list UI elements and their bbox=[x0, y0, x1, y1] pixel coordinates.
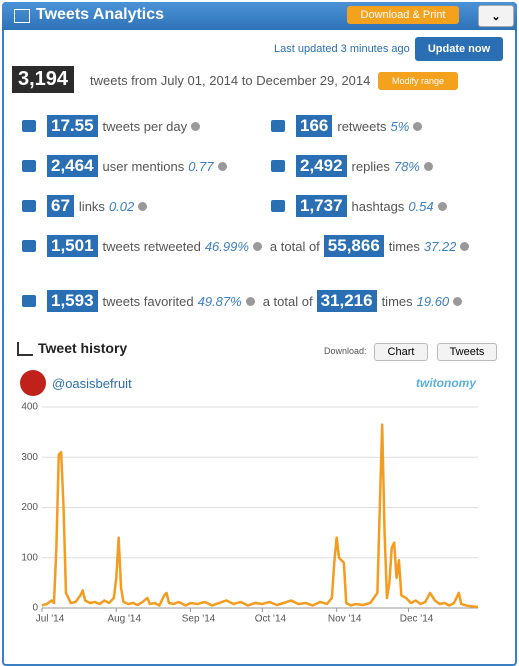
stat-row: 1,593 tweets favorited 49.87% a total of 31,… bbox=[47, 290, 470, 312]
stat-row: 2,492 replies 78% bbox=[296, 155, 441, 177]
stat-icon bbox=[271, 200, 285, 212]
stat-value: 67 bbox=[47, 195, 74, 217]
x-tick-label: Aug '14 bbox=[107, 614, 141, 625]
help-icon[interactable] bbox=[245, 296, 255, 306]
stat-icon bbox=[22, 160, 36, 172]
stat-extra: 78% bbox=[393, 158, 420, 174]
stat-label: tweets per day bbox=[102, 118, 188, 134]
stat-extra: 0.54 bbox=[408, 198, 434, 214]
stat-value: 1,593 bbox=[47, 290, 98, 312]
x-tick-label: Oct '14 bbox=[255, 614, 287, 625]
stat-row: 67 links 0.02 bbox=[47, 195, 155, 217]
modify-range-button[interactable]: Modify range bbox=[378, 72, 458, 90]
stat-extra: 0.02 bbox=[108, 198, 135, 214]
history-icon bbox=[17, 342, 33, 356]
tweet-line bbox=[41, 423, 479, 609]
x-tick-label: Jul '14 bbox=[36, 614, 65, 625]
stat-label: replies bbox=[351, 158, 390, 174]
stat-icon bbox=[22, 200, 36, 212]
header-icon bbox=[14, 9, 30, 23]
stat-icon bbox=[271, 120, 285, 132]
tweet-chart: 0 100 200 300 400 Jul '14 Aug '14 Sep '14 Oct '1… bbox=[21, 402, 479, 625]
stat-row: 1,501 tweets retweeted 46.99% a total of 55,… bbox=[47, 235, 477, 257]
stat-value2: 55,866 bbox=[323, 235, 384, 257]
stat-value: 1,501 bbox=[47, 235, 98, 257]
stat-value2: 31,216 bbox=[316, 290, 377, 312]
x-tick-label: Dec '14 bbox=[400, 614, 434, 625]
help-icon[interactable] bbox=[191, 121, 201, 131]
history-title: Tweet history bbox=[38, 340, 128, 356]
download-label: Download: bbox=[324, 346, 367, 356]
avatar bbox=[20, 370, 46, 396]
stat-label: retweets bbox=[337, 118, 387, 134]
y-tick-label: 400 bbox=[21, 402, 38, 413]
stat-label: tweets favorited bbox=[102, 293, 194, 309]
stat-label: links bbox=[78, 198, 105, 214]
stat-extra: 5% bbox=[390, 118, 410, 134]
header-title: Tweets Analytics bbox=[36, 6, 165, 23]
stat-row: 17.55 tweets per day bbox=[47, 115, 208, 137]
stat-row: 1,737 hashtags 0.54 bbox=[296, 195, 455, 217]
last-updated: Last updated 3 minutes ago bbox=[274, 43, 410, 55]
stat-mid: a total of bbox=[262, 293, 313, 309]
y-tick-label: 100 bbox=[21, 552, 38, 563]
menu-button[interactable]: ⌄ bbox=[478, 5, 514, 27]
stat-icon bbox=[22, 240, 36, 252]
help-icon[interactable] bbox=[252, 241, 262, 251]
stat-value: 1,737 bbox=[296, 195, 347, 217]
stat-extra: 49.87% bbox=[197, 293, 242, 309]
stat-label: user mentions bbox=[102, 158, 185, 174]
user-handle[interactable]: @oasisbefruit bbox=[52, 376, 132, 391]
stat-label2: times bbox=[388, 238, 420, 254]
stat-value: 2,464 bbox=[47, 155, 98, 177]
stat-extra2: 37.22 bbox=[423, 238, 457, 254]
stat-row: 2,464 user mentions 0.77 bbox=[47, 155, 235, 177]
total-tweets: 3,194 bbox=[12, 66, 75, 93]
help-icon[interactable] bbox=[413, 121, 423, 131]
chart-button[interactable]: Chart bbox=[374, 343, 428, 361]
x-tick-label: Nov '14 bbox=[328, 614, 362, 625]
stat-value: 166 bbox=[296, 115, 333, 137]
stat-label: hashtags bbox=[351, 198, 405, 214]
stat-icon bbox=[271, 160, 285, 172]
help-icon[interactable] bbox=[453, 296, 463, 306]
x-tick-label: Sep '14 bbox=[182, 614, 216, 625]
help-icon[interactable] bbox=[138, 201, 148, 211]
tweets-button[interactable]: Tweets bbox=[437, 343, 497, 361]
stat-label2: times bbox=[381, 293, 413, 309]
stat-extra: 46.99% bbox=[204, 238, 249, 254]
stat-mid: a total of bbox=[269, 238, 320, 254]
update-button[interactable]: Update now bbox=[415, 37, 503, 61]
logo: twitonomy bbox=[416, 376, 476, 390]
stat-extra2: 19.60 bbox=[416, 293, 450, 309]
stat-label: tweets retweeted bbox=[102, 238, 201, 254]
stat-row: 166 retweets 5% bbox=[296, 115, 430, 137]
help-icon[interactable] bbox=[217, 161, 227, 171]
help-icon[interactable] bbox=[437, 201, 447, 211]
y-tick-label: 200 bbox=[21, 502, 38, 513]
stat-extra: 0.77 bbox=[188, 158, 214, 174]
download-button[interactable]: Download & Print bbox=[347, 6, 459, 24]
help-icon[interactable] bbox=[460, 241, 470, 251]
stat-value: 17.55 bbox=[47, 115, 98, 137]
y-tick-label: 0 bbox=[32, 603, 38, 614]
help-icon[interactable] bbox=[423, 161, 433, 171]
stat-icon bbox=[22, 120, 36, 132]
date-range: tweets from July 01, 2014 to December 29… bbox=[90, 73, 371, 88]
y-tick-label: 300 bbox=[21, 452, 38, 463]
stat-icon bbox=[22, 295, 36, 307]
stat-value: 2,492 bbox=[296, 155, 347, 177]
